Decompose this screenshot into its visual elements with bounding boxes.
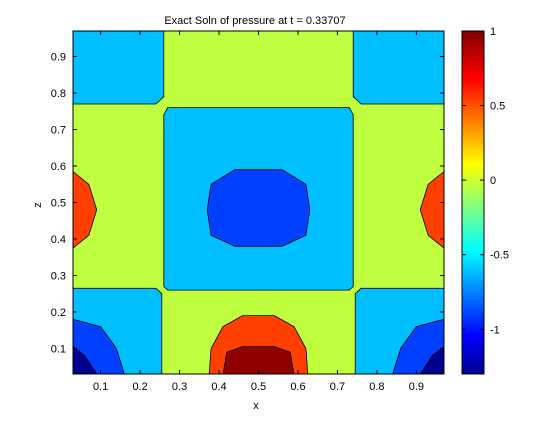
y-axis: 0.1 0.2 0.3 0.4 0.5 0.6 0.7 0.8 0.9	[51, 52, 444, 355]
colorbar-tick-label: 1	[490, 26, 496, 38]
y-tick-label: 0.8	[51, 88, 66, 100]
y-tick-label: 0.5	[51, 198, 66, 210]
y-tick-label: 0.1	[51, 343, 66, 355]
contour-region-top-right-quadrant	[352, 30, 445, 105]
x-tick-label: 0.6	[290, 381, 305, 393]
x-tick-label: 0.2	[132, 381, 147, 393]
colorbar: 1 0.5 0 -0.5 -1	[461, 26, 509, 375]
x-tick-label: 0.3	[172, 381, 187, 393]
y-tick-label: 0.3	[51, 270, 66, 282]
y-axis-label: z	[32, 202, 44, 208]
colorbar-tick-label: -0.5	[490, 250, 509, 262]
colorbar-tick-label: 0	[490, 175, 496, 187]
y-tick-label: 0.9	[51, 52, 66, 64]
y-tick-label: 0.4	[51, 234, 66, 246]
y-tick-label: 0.6	[51, 161, 66, 173]
colorbar-gradient	[461, 30, 485, 375]
contour-region-top-left-quadrant	[72, 30, 165, 105]
colorbar-tick-label: -1	[490, 324, 500, 336]
x-tick-label: 0.8	[369, 381, 384, 393]
colorbar-tick-label: 0.5	[490, 101, 505, 113]
contour-regions	[72, 30, 445, 375]
contour-region-bottom-center-maximum	[222, 346, 295, 375]
x-tick-label: 0.1	[93, 381, 108, 393]
x-tick-label: 0.4	[211, 381, 226, 393]
plot-area	[72, 30, 445, 375]
x-tick-label: 0.5	[251, 381, 266, 393]
chart-title: Exact Soln of pressure at t = 0.33707	[164, 15, 345, 27]
y-tick-label: 0.7	[51, 125, 66, 137]
contour-region-center-minimum	[206, 169, 311, 247]
x-tick-label: 0.7	[330, 381, 345, 393]
x-axis: 0.1 0.2 0.3 0.4 0.5 0.6 0.7 0.8 0.9	[93, 31, 424, 393]
y-tick-label: 0.2	[51, 307, 66, 319]
colorbar-ticks: 1 0.5 0 -0.5 -1	[462, 26, 509, 336]
x-tick-label: 0.9	[409, 381, 424, 393]
x-axis-label: x	[253, 400, 259, 412]
